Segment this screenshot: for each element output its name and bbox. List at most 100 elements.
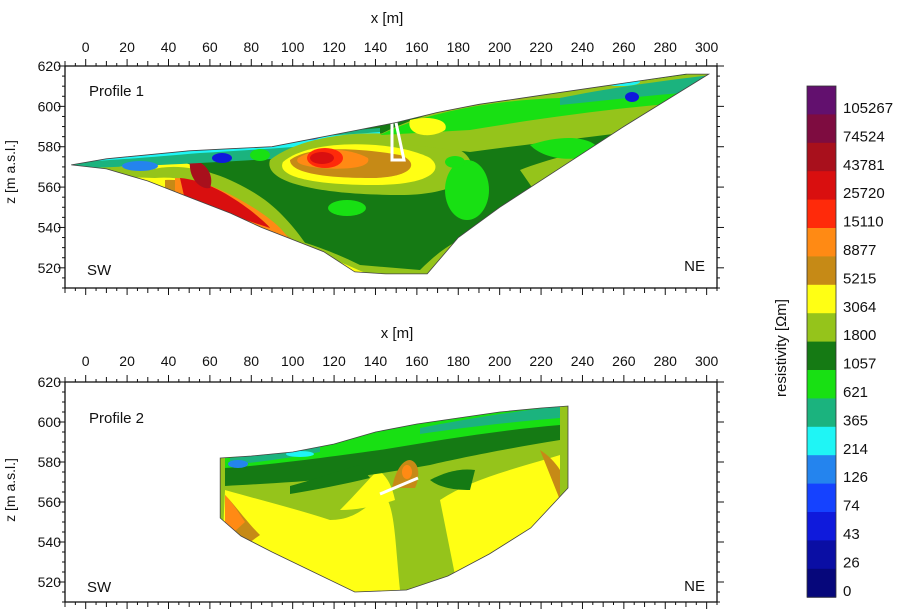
x-tick-label: 300 [695, 353, 719, 369]
x-tick-label: 40 [161, 39, 177, 55]
x-tick-label: 140 [364, 353, 388, 369]
profile-1-right-direction: NE [684, 258, 705, 275]
x-tick-label: 60 [202, 39, 218, 55]
colorbar-swatch [807, 398, 836, 428]
x-tick-label: 80 [243, 353, 259, 369]
x-tick-label: 80 [243, 39, 259, 55]
colorbar-swatch [807, 256, 836, 286]
colorbar-label: resistivity [Ωm] [773, 299, 790, 397]
y-tick-label: 520 [38, 574, 62, 590]
y-tick-label: 560 [38, 179, 62, 195]
x-tick-label: 120 [322, 39, 346, 55]
profile-2-y-tick-labels: 520 540 560 580 600 620 [38, 374, 62, 590]
colorbar-swatch [807, 114, 836, 144]
profile-2-y-axis-label: z [m a.s.l.] [2, 458, 18, 522]
colorbar-level-label: 365 [843, 412, 868, 429]
colorbar-level-label: 74524 [843, 128, 885, 145]
colorbar-swatch [807, 512, 836, 541]
x-tick-label: 240 [571, 39, 595, 55]
colorbar-level-label: 5215 [843, 270, 876, 287]
colorbar-swatch [807, 455, 836, 485]
x-tick-label: 20 [119, 353, 135, 369]
profile-2-tick-marks [58, 375, 724, 609]
profile-2-title: Profile 2 [89, 410, 144, 427]
colorbar-swatch [807, 228, 836, 257]
profile-1-x-tick-labels: 0 20 40 60 80 100 120 140 160 180 200 220 240 260 280 3… [82, 39, 719, 55]
profile-1-tick-marks [58, 59, 724, 295]
profile-1-y-tick-labels: 520 540 560 580 600 620 [38, 58, 62, 276]
profile-1-title: Profile 1 [89, 83, 144, 100]
colorbar-level-label: 0 [843, 583, 851, 600]
x-tick-label: 200 [488, 39, 512, 55]
profile-2-outline [219, 405, 569, 593]
profile-1-chart: x [m] 0 20 40 60 80 100 120 140 160 180 200 220 240 2… [2, 10, 724, 295]
profile-2-left-direction: SW [87, 579, 112, 596]
colorbar-swatch [807, 171, 836, 201]
profile-1-x-axis-label: x [m] [371, 10, 404, 27]
colorbar-swatch [807, 86, 836, 115]
profile-2-resistivity-section [220, 406, 568, 592]
x-tick-label: 0 [82, 39, 90, 55]
colorbar-level-label: 1057 [843, 356, 876, 373]
x-tick-label: 280 [654, 353, 678, 369]
y-tick-label: 620 [38, 58, 62, 74]
colorbar-level-label: 1800 [843, 327, 876, 344]
colorbar-swatch [807, 284, 836, 314]
colorbar-level-label: 74 [843, 498, 860, 515]
x-tick-label: 200 [488, 353, 512, 369]
profile-2-chart: x [m] 0 20 40 60 80 100 120 140 160 180 200 220 240 2… [2, 325, 724, 609]
colorbar-level-label: 15110 [843, 214, 884, 231]
x-tick-label: 160 [405, 39, 429, 55]
colorbar-swatch [807, 426, 836, 456]
colorbar-level-label: 43 [843, 526, 860, 543]
x-tick-label: 60 [202, 353, 218, 369]
colorbar-swatches [806, 85, 837, 598]
profile-2-right-direction: NE [684, 578, 705, 595]
colorbar-level-label: 8877 [843, 242, 876, 259]
colorbar-level-label: 621 [843, 384, 868, 401]
y-tick-label: 600 [38, 414, 62, 430]
x-tick-label: 40 [161, 353, 177, 369]
y-tick-label: 520 [38, 260, 62, 276]
y-tick-label: 600 [38, 98, 62, 114]
profile-1-left-direction: SW [87, 262, 112, 279]
profile-1-outline [71, 73, 711, 275]
x-tick-label: 300 [695, 39, 719, 55]
colorbar-swatch [807, 568, 836, 598]
x-tick-label: 20 [119, 39, 135, 55]
colorbar-swatch [807, 313, 836, 343]
colorbar-swatch [807, 540, 836, 570]
colorbar-swatch [807, 341, 836, 371]
y-tick-label: 620 [38, 374, 62, 390]
x-tick-label: 140 [364, 39, 388, 55]
x-tick-label: 180 [447, 353, 471, 369]
colorbar-level-label: 26 [843, 554, 860, 571]
x-tick-label: 100 [281, 39, 305, 55]
x-tick-label: 160 [405, 353, 429, 369]
x-tick-label: 260 [612, 39, 636, 55]
colorbar-level-label: 105267 [843, 100, 893, 117]
x-tick-label: 220 [529, 353, 553, 369]
x-tick-label: 240 [571, 353, 595, 369]
colorbar-level-label: 3064 [843, 299, 876, 316]
x-tick-label: 280 [654, 39, 678, 55]
x-tick-label: 0 [82, 353, 90, 369]
profile-2-x-axis-label: x [m] [381, 325, 414, 342]
y-tick-label: 540 [38, 219, 62, 235]
resistivity-colorbar: 105267 74524 43781 25720 15110 8877 5215 3064 18… [773, 85, 893, 600]
colorbar-swatch [807, 199, 836, 229]
colorbar-swatch [807, 142, 836, 172]
colorbar-frame [806, 85, 837, 598]
colorbar-level-label: 43781 [843, 157, 885, 174]
y-tick-label: 560 [38, 494, 62, 510]
colorbar-level-label: 214 [843, 441, 868, 458]
colorbar-level-label: 126 [843, 469, 868, 486]
profile-2-x-tick-labels: 0 20 40 60 80 100 120 140 160 180 200 220 240 260 280 3… [82, 353, 719, 369]
colorbar-swatch [807, 370, 836, 399]
x-tick-label: 120 [322, 353, 346, 369]
x-tick-label: 180 [447, 39, 471, 55]
y-tick-label: 580 [38, 454, 62, 470]
profile-1-y-axis-label: z [m a.s.l.] [2, 140, 18, 204]
x-tick-label: 100 [281, 353, 305, 369]
